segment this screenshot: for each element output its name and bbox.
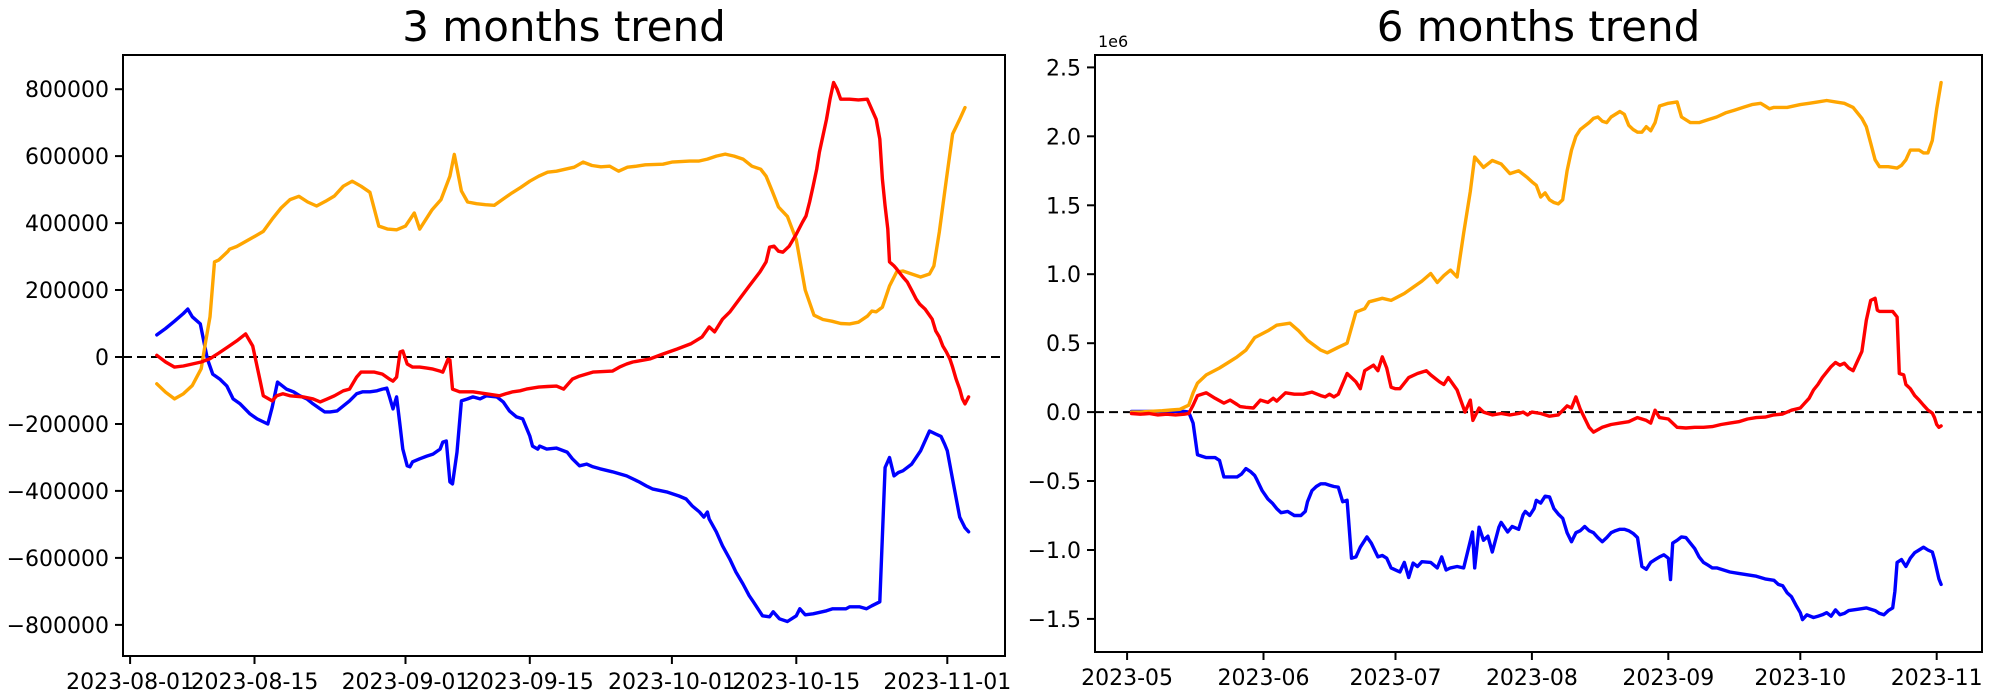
y-tick-label: 400000: [25, 212, 109, 237]
y-tick-label: 1.5: [1046, 194, 1081, 219]
series-line-orange: [1129, 80, 1943, 414]
series-line-orange: [155, 105, 967, 401]
y-tick-label: −0.5: [1028, 470, 1081, 495]
x-tick-label: 2023-10: [1754, 666, 1846, 691]
series-line-red: [1129, 296, 1943, 434]
x-tick-label: 2023-09: [1622, 666, 1714, 691]
axes-6-months-trend: 2023-05 2023-06 2023-07 2023-08 2023-09 2023-…: [1028, 54, 1983, 691]
x-tick-label: 2023-05: [1081, 666, 1173, 691]
x-tick-label: 2023-08-01: [66, 670, 194, 695]
y-tick-label: 0.0: [1046, 401, 1081, 426]
x-tick-label: 2023-08-15: [191, 670, 319, 695]
y-tick-label: −400000: [7, 480, 109, 505]
y-tick-label: 600000: [25, 145, 109, 170]
series-line-blue: [1129, 409, 1943, 622]
x-tick-label: 2023-08: [1486, 666, 1578, 691]
x-tick-label: 2023-10-15: [732, 670, 860, 695]
y-tick-label: −200000: [7, 413, 109, 438]
y-tick-label: 0: [95, 346, 109, 371]
x-tick-label: 2023-10-01: [608, 670, 736, 695]
y-tick-label: 2.0: [1046, 125, 1081, 150]
y-tick-label: −800000: [7, 614, 109, 639]
y-axis-offset-label: 1e6: [1098, 32, 1129, 51]
x-tick-label: 2023-06: [1218, 666, 1310, 691]
x-tick-label: 2023-09-15: [466, 670, 594, 695]
x-tick-label: 2023-11-01: [883, 670, 1011, 695]
y-tick-label: 0.5: [1046, 332, 1081, 357]
y-tick-label: 1.0: [1046, 263, 1081, 288]
y-tick-label: −1.5: [1028, 608, 1081, 633]
chart-title-3-months: 3 months trend: [402, 2, 726, 51]
series-line-blue: [155, 307, 971, 624]
plot-border: [1094, 54, 1983, 653]
x-tick-label: 2023-09-01: [342, 670, 470, 695]
y-tick-label: 2.5: [1046, 56, 1081, 81]
x-tick-label: 2023-11: [1891, 666, 1983, 691]
plot-border: [122, 54, 1006, 657]
series-line-red: [155, 80, 971, 406]
y-tick-label: 800000: [25, 78, 109, 103]
y-tick-label: −600000: [7, 547, 109, 572]
y-tick-label: 200000: [25, 279, 109, 304]
chart-title-6-months: 6 months trend: [1376, 2, 1701, 51]
x-tick-label: 2023-07: [1350, 666, 1442, 691]
y-tick-label: −1.0: [1028, 539, 1081, 564]
